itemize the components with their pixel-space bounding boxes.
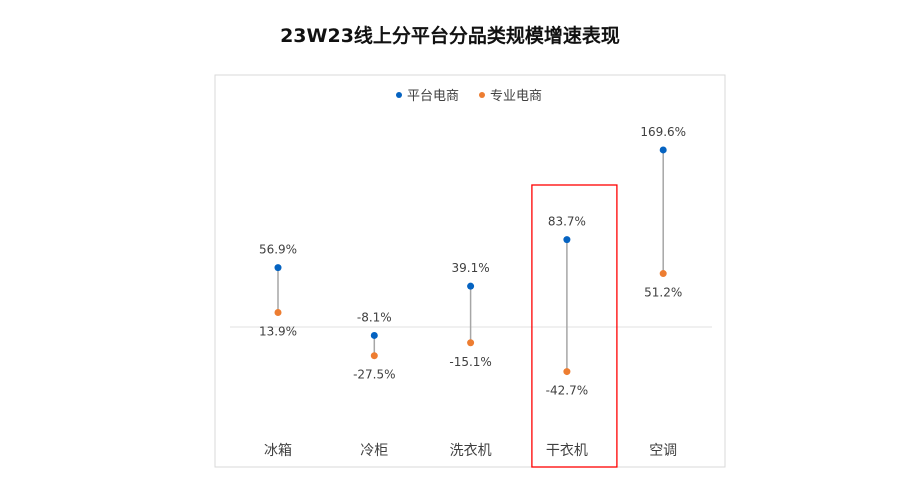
chart-title: 23W23线上分平台分品类规模增速表现 — [280, 24, 620, 47]
data-label: 56.9% — [259, 243, 297, 257]
data-label: 51.2% — [644, 286, 682, 300]
data-point-platform — [274, 264, 282, 272]
data-point-platform — [659, 146, 667, 154]
highlight-box — [531, 184, 618, 468]
data-point-specialist — [370, 352, 378, 360]
data-point-specialist — [467, 339, 475, 347]
data-label: 39.1% — [452, 261, 490, 275]
legend-marker-specialist — [479, 92, 485, 98]
x-tick-label: 冰箱 — [264, 443, 292, 459]
data-label: -27.5% — [353, 368, 395, 382]
x-tick-label: 洗衣机 — [450, 443, 492, 459]
data-point-platform — [467, 282, 475, 290]
data-point-specialist — [274, 308, 282, 316]
plot-area — [214, 74, 726, 468]
legend: 平台电商 专业电商 — [396, 89, 542, 104]
legend-label-platform: 平台电商 — [407, 89, 459, 104]
data-point-platform — [563, 236, 571, 244]
data-label: -42.7% — [546, 384, 588, 398]
data-point-specialist — [659, 270, 667, 278]
data-label: -8.1% — [357, 310, 392, 324]
data-label: 83.7% — [548, 215, 586, 229]
x-tick-label: 空调 — [649, 443, 677, 459]
legend-label-specialist: 专业电商 — [490, 89, 542, 104]
data-point-platform — [370, 331, 378, 339]
data-label: 169.6% — [640, 125, 686, 139]
x-tick-label: 冷柜 — [360, 443, 388, 459]
data-label: -15.1% — [449, 355, 491, 369]
legend-marker-platform — [396, 92, 402, 98]
data-point-specialist — [563, 368, 571, 376]
data-label: 13.9% — [259, 324, 297, 338]
x-tick-label: 干衣机 — [546, 443, 588, 459]
